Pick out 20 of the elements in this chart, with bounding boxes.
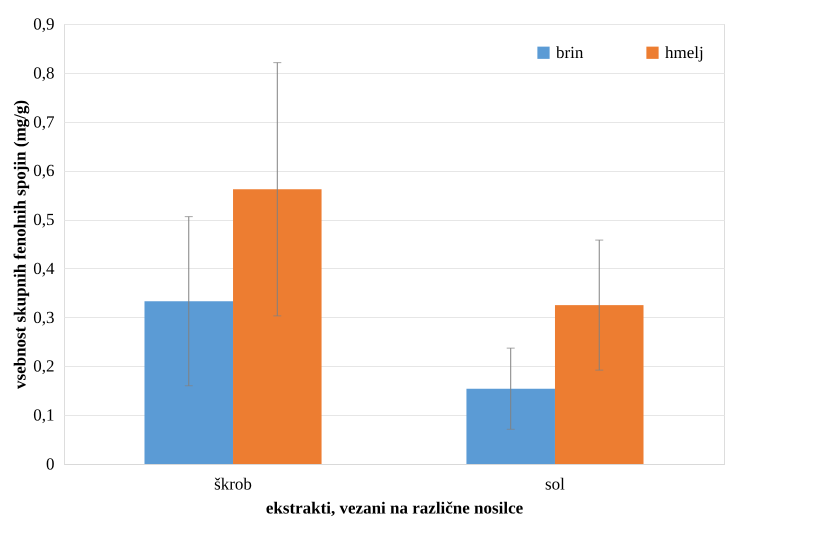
bar <box>554 305 644 464</box>
y-tick-label: 0,1 <box>33 406 54 425</box>
y-tick-label: 0,5 <box>33 210 54 230</box>
x-axis-title: ekstrakti, vezani na različne nosilce <box>266 498 524 518</box>
y-tick-label: 0,2 <box>33 356 54 376</box>
y-tick-label: 0,7 <box>33 112 55 132</box>
x-tick-label: škrob <box>214 474 252 494</box>
y-tick-label: 0,3 <box>33 308 54 327</box>
y-tick-label: 0,8 <box>33 63 54 82</box>
legend-label: hmelj <box>665 42 704 62</box>
bar <box>233 189 322 464</box>
bar <box>466 388 555 464</box>
y-tick-label: 0 <box>46 454 54 474</box>
x-tick-label: sol <box>545 474 566 494</box>
y-axis-title: vsebnost skupnih fenolnih spojin (mg/g) <box>10 100 30 390</box>
y-tick-label: 0,6 <box>33 161 54 180</box>
y-tick-label: 0,9 <box>33 14 54 34</box>
bar <box>144 301 234 464</box>
y-tick-label: 0,4 <box>33 258 55 278</box>
legend-label: brin <box>556 42 584 62</box>
